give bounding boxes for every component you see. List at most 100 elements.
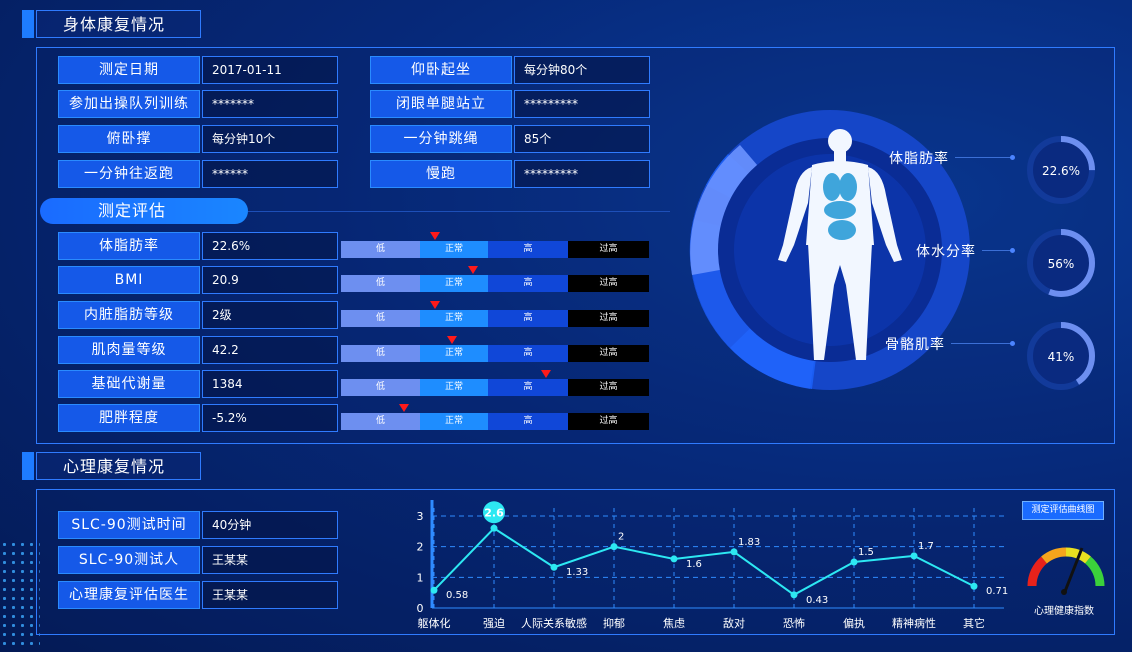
section-title-mental: 心理康复情况: [36, 452, 201, 480]
basic-label: 俯卧撑: [58, 125, 200, 153]
metric-ring: [1027, 136, 1095, 204]
metric-connector: [955, 157, 1012, 158]
data-label: 2: [618, 532, 624, 543]
eval-value: 1384: [202, 370, 338, 398]
scale-segment: 过高: [568, 310, 649, 327]
x-tick-label: 抑郁: [603, 616, 625, 630]
basic-label: 闭眼单腿站立: [370, 90, 512, 118]
evaluation-heading: 测定评估: [40, 198, 248, 224]
eval-value: 20.9: [202, 266, 338, 294]
scale-segment: 正常: [420, 379, 488, 396]
mental-health-gauge: [1027, 547, 1105, 595]
data-point: [730, 548, 738, 556]
scale-segment: 过高: [568, 345, 649, 362]
data-point: [490, 524, 498, 532]
scale-segment: 过高: [568, 413, 649, 430]
scale-segment: 低: [341, 310, 420, 327]
x-tick-label: 偏执: [843, 616, 865, 630]
scale-segment: 正常: [420, 310, 488, 327]
basic-value: *********: [514, 90, 650, 118]
scale-segment: 低: [341, 379, 420, 396]
eval-value: -5.2%: [202, 404, 338, 432]
marker-icon: [447, 336, 457, 344]
y-tick-label: 1: [417, 571, 424, 584]
eval-scale-bar: 低正常高过高: [341, 379, 649, 396]
marker-icon: [468, 266, 478, 274]
eval-label: 肥胖程度: [58, 404, 200, 432]
metric-value: 41%: [1047, 350, 1075, 364]
basic-label: 一分钟跳绳: [370, 125, 512, 153]
scale-segment: 高: [488, 413, 568, 430]
data-point: [670, 555, 678, 563]
x-tick-label: 人际关系敏感: [521, 616, 587, 630]
scale-segment: 高: [488, 241, 568, 258]
scl90-line-chart: 0 1 2 3 躯体化 强迫 人际关系敏感 抑郁 焦虑 敌对 恐怖 偏执 精神病性 其它 0.58 2.6 1.…: [417, 500, 1008, 630]
metric-connector: [951, 343, 1012, 344]
metric-ring: [1027, 322, 1095, 390]
scale-segment: 低: [341, 275, 420, 292]
scale-segment: 低: [341, 345, 420, 362]
eval-scale-bar: 低正常高过高: [341, 345, 649, 362]
eval-label: 基础代谢量: [58, 370, 200, 398]
eval-label: BMI: [58, 266, 200, 294]
data-point: [910, 552, 918, 560]
eval-value: 2级: [202, 301, 338, 329]
mental-label: 心理康复评估医生: [58, 581, 200, 609]
eval-label: 体脂肪率: [58, 232, 200, 260]
scale-segment: 高: [488, 275, 568, 292]
scale-segment: 过高: [568, 241, 649, 258]
scale-segment: 过高: [568, 275, 649, 292]
basic-value: 每分钟10个: [202, 125, 338, 153]
metric-label: 体脂肪率: [889, 151, 949, 167]
metric-dot: [1010, 341, 1015, 346]
section-marker: [22, 10, 34, 38]
data-label: 1.7: [918, 541, 934, 552]
series-line: [433, 526, 975, 596]
basic-value: 2017-01-11: [202, 56, 338, 84]
basic-label: 慢跑: [370, 160, 512, 188]
marker-icon: [430, 301, 440, 309]
eval-scale-bar: 低正常高过高: [341, 413, 649, 430]
marker-icon: [399, 404, 409, 412]
basic-label: 测定日期: [58, 56, 200, 84]
basic-value: ******: [202, 160, 338, 188]
mental-label: SLC-90测试人: [58, 546, 200, 574]
data-label: 0.71: [986, 586, 1008, 597]
scale-segment: 高: [488, 310, 568, 327]
eval-value: 22.6%: [202, 232, 338, 260]
eval-label: 内脏脂肪等级: [58, 301, 200, 329]
basic-value: *******: [202, 90, 338, 118]
eval-scale-bar: 低正常高过高: [341, 275, 649, 292]
mental-value: 40分钟: [202, 511, 338, 539]
data-point: [610, 543, 618, 551]
x-tick-label: 恐怖: [783, 616, 805, 630]
data-point: [850, 558, 858, 566]
metric-value: 56%: [1047, 257, 1075, 271]
metric-connector: [982, 250, 1012, 251]
y-tick-label: 2: [417, 541, 424, 554]
basic-value: 每分钟80个: [514, 56, 650, 84]
scale-segment: 正常: [420, 345, 488, 362]
basic-label: 参加出操队列训练: [58, 90, 200, 118]
eval-value: 42.2: [202, 336, 338, 364]
scale-segment: 正常: [420, 413, 488, 430]
section-title-physical: 身体康复情况: [36, 10, 201, 38]
metric-label: 骨骼肌率: [885, 337, 945, 353]
data-point: [550, 563, 558, 571]
basic-value: *********: [514, 160, 650, 188]
basic-label: 一分钟往返跑: [58, 160, 200, 188]
y-tick-label: 0: [417, 602, 424, 615]
gauge-label: 心理健康指数: [1034, 606, 1094, 617]
data-label: 1.33: [566, 567, 588, 578]
marker-icon: [430, 232, 440, 240]
mental-label: SLC-90测试时间: [58, 511, 200, 539]
evaluation-curve-button[interactable]: 测定评估曲线图: [1022, 501, 1104, 520]
eval-scale-bar: 低正常高过高: [341, 241, 649, 258]
scale-segment: 过高: [568, 379, 649, 396]
eval-scale-bar: 低正常高过高: [341, 310, 649, 327]
y-tick-label: 3: [417, 510, 424, 523]
x-tick-label: 焦虑: [663, 617, 685, 630]
mental-value: 王某某: [202, 546, 338, 574]
data-label-highlight: 2.6: [484, 506, 504, 519]
data-label: 0.43: [806, 595, 828, 606]
